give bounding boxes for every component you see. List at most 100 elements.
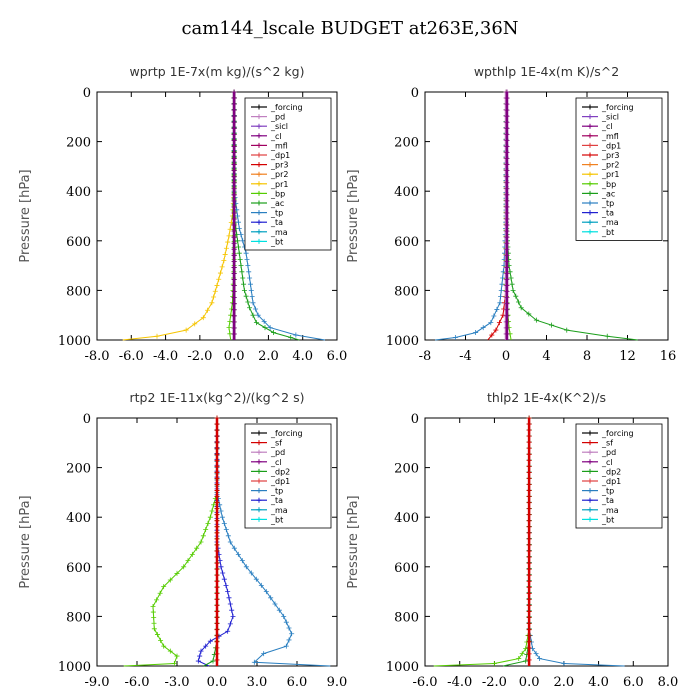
legend-entry: _ta bbox=[270, 218, 283, 227]
y-tick-label: 600 bbox=[394, 235, 419, 250]
y-tick-label: 600 bbox=[66, 561, 91, 576]
legend-marker bbox=[256, 104, 262, 110]
legend-entry: _tp bbox=[270, 209, 283, 218]
chart-panel-3: rtp2 1E-11x(kg^2)/(kg^2 s) Pressure [hPa]… bbox=[18, 390, 347, 690]
y-tick-label: 1000 bbox=[386, 660, 419, 675]
legend-marker bbox=[256, 123, 262, 129]
legend-marker bbox=[256, 152, 262, 158]
y-tick-label: 1000 bbox=[58, 660, 91, 675]
panel-title: wprtp 1E-7x(m kg)/(s^2 kg) bbox=[130, 64, 305, 79]
x-tick-label: 9.0 bbox=[327, 675, 348, 690]
y-tick-label: 800 bbox=[394, 284, 419, 299]
legend-marker bbox=[256, 516, 262, 522]
legend-entry: _dp1 bbox=[601, 477, 621, 486]
y-tick-label: 0 bbox=[83, 412, 91, 427]
legend-marker bbox=[587, 162, 593, 168]
y-tick-label: 0 bbox=[411, 412, 419, 427]
x-tick-label: 0.0 bbox=[224, 349, 245, 364]
legend-marker bbox=[587, 219, 593, 225]
y-tick-label: 600 bbox=[394, 561, 419, 576]
legend-marker bbox=[587, 468, 593, 474]
legend-entry: _ma bbox=[270, 506, 288, 515]
x-tick-label: 6.0 bbox=[623, 675, 644, 690]
legend-marker bbox=[587, 133, 593, 139]
legend-entry: _cl bbox=[270, 458, 282, 467]
series-markers-mfl bbox=[504, 89, 510, 337]
legend-marker bbox=[256, 210, 262, 216]
legend-entry: _dp2 bbox=[270, 467, 290, 476]
figure-title: cam144_lscale BUDGET at263E,36N bbox=[181, 18, 519, 39]
legend-entry: _pr2 bbox=[601, 161, 619, 170]
x-tick-label: 16 bbox=[660, 349, 677, 364]
legend-entry: _cl bbox=[270, 132, 282, 141]
series-line-dp1 bbox=[433, 418, 530, 667]
legend-marker bbox=[587, 449, 593, 455]
y-tick-label: 600 bbox=[66, 235, 91, 250]
legend-entry: _dp2 bbox=[601, 467, 621, 476]
legend-box bbox=[575, 97, 663, 241]
legend-entry: _pd bbox=[601, 448, 616, 457]
legend-entry: _pd bbox=[270, 448, 285, 457]
x-tick-label: -4 bbox=[459, 349, 472, 364]
chart-panel-4: thlp2 1E-4x(K^2)/s Pressure [hPa] 0 200 400 6… bbox=[346, 390, 678, 690]
legend-marker bbox=[256, 430, 262, 436]
x-tick-label: -8 bbox=[419, 349, 432, 364]
legend-entry: _sicl bbox=[270, 122, 288, 131]
legend-entry: _tp bbox=[270, 487, 283, 496]
legend-entry: _sf bbox=[270, 439, 282, 448]
legend-marker bbox=[256, 449, 262, 455]
x-tick-label: -6.0 bbox=[124, 675, 149, 690]
legend-entry: _pd bbox=[270, 113, 285, 122]
legend-marker bbox=[587, 516, 593, 522]
x-tick-label: 2.0 bbox=[554, 675, 575, 690]
legend-entry: _pr3 bbox=[270, 161, 288, 170]
legend-entry: _bp bbox=[601, 180, 616, 189]
legend-marker bbox=[587, 200, 593, 206]
legend-entry: _ta bbox=[601, 209, 614, 218]
legend-entry: _pr1 bbox=[601, 170, 619, 179]
legend-marker bbox=[256, 181, 262, 187]
y-axis-label: Pressure [hPa] bbox=[346, 169, 361, 262]
legend-marker bbox=[256, 142, 262, 148]
y-tick-label: 200 bbox=[66, 136, 91, 151]
x-tick-label: 3.0 bbox=[247, 675, 268, 690]
legend-marker bbox=[587, 430, 593, 436]
y-tick-label: 800 bbox=[394, 610, 419, 625]
y-tick-label: 200 bbox=[394, 462, 419, 477]
legend-marker bbox=[587, 478, 593, 484]
legend-entry: _bt bbox=[270, 515, 283, 524]
x-tick-label: -3.0 bbox=[164, 675, 189, 690]
legend-entry: _dp1 bbox=[601, 141, 621, 150]
legend-marker bbox=[256, 229, 262, 235]
legend-marker bbox=[587, 142, 593, 148]
plot-frame bbox=[96, 91, 338, 341]
legend-marker bbox=[587, 190, 593, 196]
series-markers-dp1 bbox=[150, 415, 220, 667]
x-tick-label: 0 bbox=[502, 349, 510, 364]
y-tick-label: 800 bbox=[66, 284, 91, 299]
legend-entry: _ma bbox=[601, 506, 619, 515]
series-markers-tp bbox=[452, 89, 509, 341]
x-tick-label: 6.0 bbox=[327, 349, 348, 364]
legend-entry: _forcing bbox=[270, 429, 303, 438]
legend-entry: _sf bbox=[601, 439, 613, 448]
legend-marker bbox=[256, 114, 262, 120]
legend-marker bbox=[256, 497, 262, 503]
panel-title: rtp2 1E-11x(kg^2)/(kg^2 s) bbox=[130, 390, 305, 405]
y-tick-label: 200 bbox=[394, 136, 419, 151]
legend-marker bbox=[256, 468, 262, 474]
y-tick-label: 1000 bbox=[58, 334, 91, 349]
legend-marker bbox=[256, 162, 262, 168]
legend-marker bbox=[256, 238, 262, 244]
x-tick-label: -2.0 bbox=[187, 349, 212, 364]
legend-marker bbox=[256, 171, 262, 177]
series-line-dp2 bbox=[502, 418, 530, 667]
series-markers-pr1 bbox=[154, 89, 237, 339]
legend-entry: _mfl bbox=[270, 141, 288, 150]
legend-marker bbox=[256, 507, 262, 513]
legend-entry: _ma bbox=[601, 218, 619, 227]
legend-entry: _tp bbox=[601, 487, 614, 496]
legend-entry: _pr3 bbox=[601, 151, 619, 160]
legend-marker bbox=[587, 229, 593, 235]
legend-marker bbox=[256, 440, 262, 446]
